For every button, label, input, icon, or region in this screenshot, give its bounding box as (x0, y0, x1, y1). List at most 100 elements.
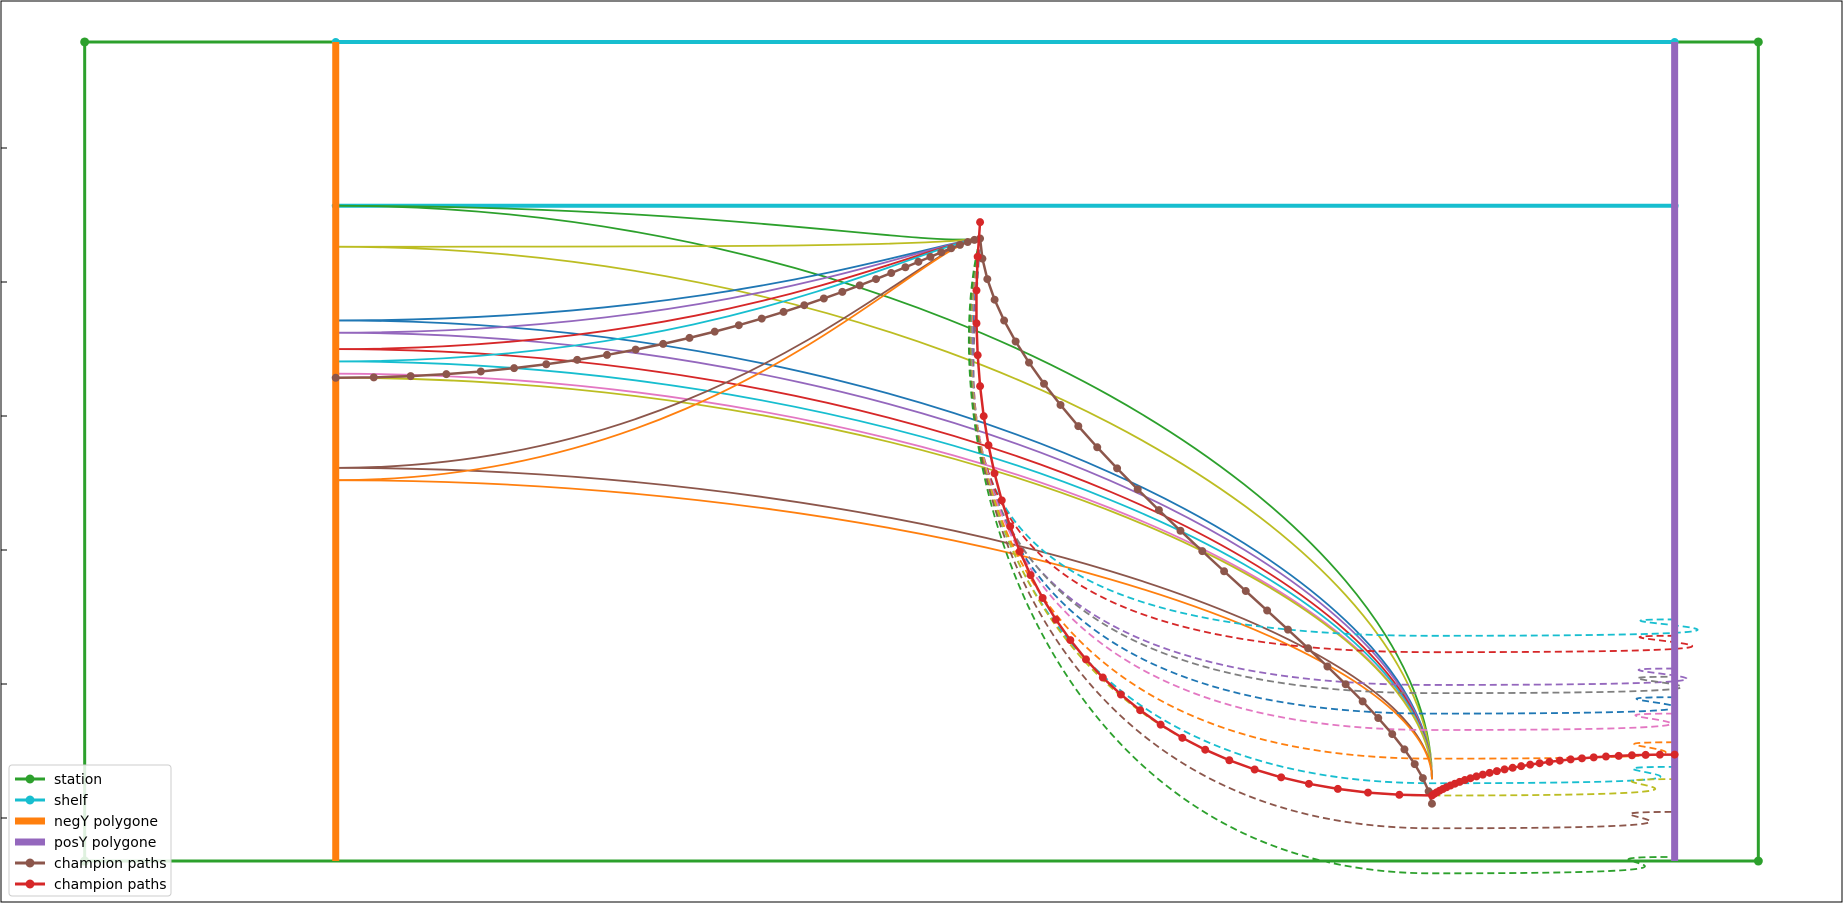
path-curve (335, 479, 1433, 780)
champion-path-marker (887, 269, 896, 278)
champion-path-marker (1024, 358, 1033, 367)
champion-path-marker (819, 294, 828, 303)
champion-path-marker (1614, 751, 1623, 760)
legend-marker (25, 858, 35, 868)
champion-path-marker (1220, 567, 1229, 576)
legend-entry: champion paths (15, 856, 167, 872)
legend-marker (25, 879, 35, 889)
station-corner-marker (80, 37, 90, 47)
champion-path-marker (1364, 788, 1373, 797)
champion-path-marker (1655, 750, 1664, 759)
champion-path-marker (901, 263, 910, 272)
champion-path-marker (914, 257, 923, 266)
legend-entry: posY polygone (15, 835, 156, 851)
champion-path-marker (331, 373, 340, 382)
champion-path-marker (972, 319, 981, 328)
champion-path-marker (1116, 690, 1125, 699)
champion-path-marker (1156, 720, 1165, 729)
champion-path-marker (1670, 750, 1679, 759)
champion-path-marker (1081, 655, 1090, 664)
champion-path-marker (1066, 636, 1075, 645)
legend-label: posY polygone (54, 835, 156, 851)
champion-path-marker (1154, 506, 1163, 515)
legend-entry: shelf (15, 793, 89, 809)
champion-path-marker (1056, 400, 1065, 409)
path-curve (335, 237, 981, 248)
champion-path-marker (1601, 752, 1610, 761)
polygon-layer (332, 41, 1679, 862)
path-curve (335, 331, 1433, 780)
champion-path-marker (972, 286, 981, 295)
path-curve (335, 204, 981, 241)
champion-path-marker (1015, 547, 1024, 556)
champion-path-marker (1026, 571, 1035, 580)
champion-path-marker (1641, 750, 1650, 759)
champion-path-marker (603, 350, 612, 359)
legend-label: shelf (54, 793, 89, 809)
champion-path-marker (1358, 697, 1367, 706)
champion-path-marker (1374, 714, 1383, 723)
champion-path-marker (973, 252, 982, 261)
champion-path-marker (872, 275, 881, 284)
champion-path-marker (685, 333, 694, 342)
champion-path-marker (984, 441, 993, 450)
champion-path-marker (1478, 770, 1487, 779)
champion-path-marker (1113, 464, 1122, 473)
champion-path-marker (926, 252, 935, 261)
champion-path-marker (997, 496, 1006, 505)
legend-label: champion paths (54, 856, 167, 872)
champion-path-marker (757, 314, 766, 323)
champion-path-marker (734, 321, 743, 330)
champion-path-marker (1201, 745, 1210, 754)
champion-path-marker (973, 351, 982, 360)
dashed-path-curve (972, 238, 1699, 637)
champion-path-marker (947, 244, 956, 253)
champion-path-marker (963, 238, 972, 247)
legend-label: champion paths (54, 877, 167, 893)
dashed-path-curve (972, 238, 1694, 654)
champion-path-marker (1526, 760, 1535, 769)
champion-path-marker (406, 372, 415, 381)
champion-path-marker (1323, 662, 1332, 671)
champion-path-marker (976, 382, 985, 391)
champion-path-marker (1555, 756, 1564, 765)
y-axis-ticks (1, 147, 7, 819)
champion-path-marker (1263, 606, 1272, 615)
dashed-path-curve (972, 238, 1688, 686)
champion-path-marker (1011, 337, 1020, 346)
dashed-path-curve (967, 238, 1675, 875)
path-curve (335, 348, 1433, 780)
champion-path-marker (779, 307, 788, 316)
champion-path-marker (1133, 485, 1142, 494)
path-curve (335, 466, 1433, 780)
champion-path-marker (1485, 768, 1494, 777)
legend-box (8, 764, 172, 897)
champion-path-marker (1074, 422, 1083, 431)
champion-path-marker (1283, 625, 1292, 634)
path-curve (335, 237, 981, 363)
champion-path-marker (710, 327, 719, 336)
legend-entry: champion paths (15, 877, 167, 893)
champion-path-marker (1577, 754, 1586, 763)
path-curve (335, 319, 1433, 780)
champion-path-marker (1400, 745, 1409, 754)
champion-path-marker (990, 469, 999, 478)
champion-path-marker (1098, 673, 1107, 682)
champion-path-marker (800, 301, 809, 310)
champion-path-marker (979, 412, 988, 421)
dashed-paths-layer (967, 238, 1699, 875)
champion-path-marker (1627, 751, 1636, 760)
champion-path-marker (659, 339, 668, 348)
champion-path-marker (1198, 547, 1207, 556)
champion-path-marker (1508, 763, 1517, 772)
path-curve (335, 204, 1433, 780)
path-curve (335, 376, 1433, 780)
champion-path-marker (369, 373, 378, 382)
champion-path-marker (1472, 772, 1481, 781)
champion-path-marker (1566, 755, 1575, 764)
champion-path-marker (1040, 379, 1049, 388)
champion-path-marker (1395, 790, 1404, 799)
station-corner-marker (1753, 856, 1763, 866)
